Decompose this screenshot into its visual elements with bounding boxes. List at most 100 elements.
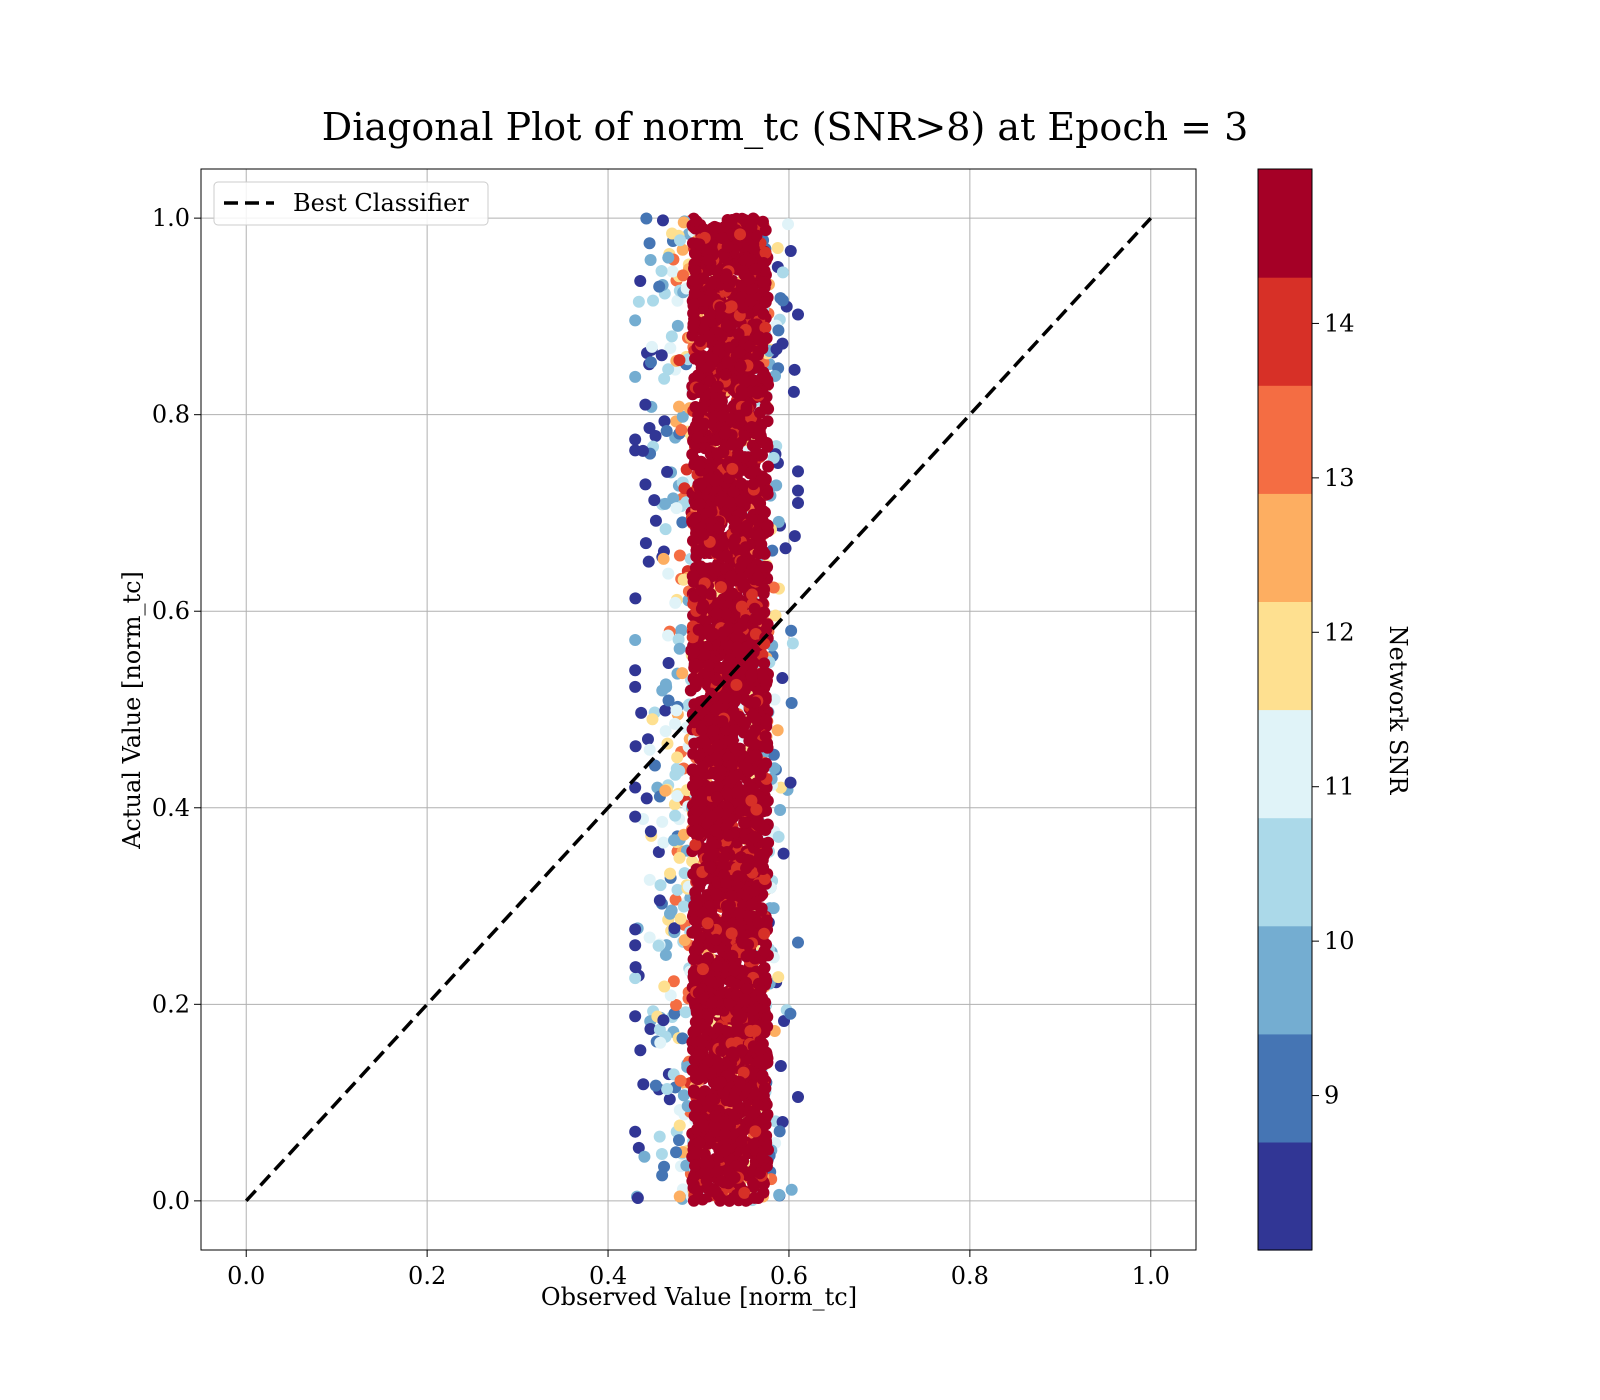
scatter-point <box>761 618 774 631</box>
scatter-point <box>662 251 675 264</box>
scatter-point <box>714 581 727 594</box>
scatter-point <box>721 356 734 369</box>
scatter-point <box>692 623 705 636</box>
scatter-point <box>695 584 708 597</box>
scatter-point <box>709 824 722 837</box>
scatter-point <box>787 385 800 398</box>
scatter-point <box>712 1022 725 1035</box>
scatter-point <box>757 366 770 379</box>
scatter-point <box>731 1020 744 1033</box>
scatter-point <box>696 963 709 976</box>
scatter-point <box>728 1093 741 1106</box>
scatter-point <box>647 294 660 307</box>
scatter-point <box>671 883 684 896</box>
scatter-point <box>676 1032 689 1045</box>
scatter-point <box>645 340 658 353</box>
scatter-point <box>643 421 656 434</box>
scatter-point <box>750 229 763 242</box>
scatter-point <box>745 421 758 434</box>
scatter-point <box>767 451 780 464</box>
scatter-point <box>705 278 718 291</box>
scatter-point <box>756 992 769 1005</box>
scatter-point <box>730 786 743 799</box>
scatter-point <box>669 596 682 609</box>
scatter-point <box>667 975 680 988</box>
scatter-point <box>722 829 735 842</box>
scatter-point <box>773 1188 786 1201</box>
scatter-point <box>759 296 772 309</box>
scatter-point <box>745 466 758 479</box>
scatter-point <box>669 893 682 906</box>
scatter-point <box>743 948 756 961</box>
colorbar-label: Network SNR <box>1384 626 1412 796</box>
scatter-point <box>751 495 764 508</box>
scatter-point <box>735 384 748 397</box>
scatter-point <box>727 705 740 718</box>
scatter-point <box>635 706 648 719</box>
scatter-point <box>634 275 647 288</box>
scatter-point <box>758 873 771 886</box>
scatter-point <box>695 723 708 736</box>
scatter-point <box>702 659 715 672</box>
scatter-point <box>721 240 734 253</box>
scatter-point <box>788 530 801 543</box>
scatter-point <box>714 301 727 314</box>
x-tick-label: 0.8 <box>951 1262 989 1290</box>
scatter-point <box>629 781 642 794</box>
scatter-point <box>710 933 723 946</box>
scatter-point <box>771 724 784 737</box>
scatter-point <box>675 624 688 637</box>
scatter-point <box>760 677 773 690</box>
scatter-point <box>659 497 672 510</box>
scatter-point <box>666 227 679 240</box>
scatter-point <box>640 212 653 225</box>
scatter-point <box>639 537 652 550</box>
best-classifier-line <box>244 216 1153 1203</box>
scatter-point <box>746 588 759 601</box>
scatter-point <box>727 1128 740 1141</box>
scatter-point <box>738 684 751 697</box>
scatter-point <box>674 234 687 247</box>
scatter-point <box>772 830 785 843</box>
scatter-point <box>737 1066 750 1079</box>
scatter-point <box>762 836 775 849</box>
scatter-point <box>746 282 759 295</box>
scatter-point <box>710 607 723 620</box>
scatter-point <box>769 609 782 622</box>
plot-area <box>200 168 1197 1251</box>
scatter-point <box>727 539 740 552</box>
scatter-point <box>747 1003 760 1016</box>
scatter-point <box>652 845 665 858</box>
scatter-point <box>697 272 710 285</box>
scatter-point <box>656 214 669 227</box>
scatter-point <box>773 1125 786 1138</box>
scatter-point <box>750 713 763 726</box>
scatter-point <box>746 728 759 741</box>
scatter-point <box>641 733 654 746</box>
scatter-point <box>725 734 738 747</box>
scatter-point <box>677 573 690 586</box>
scatter-point <box>722 1025 735 1038</box>
scatter-point <box>653 1023 666 1036</box>
scatter-point <box>709 475 722 488</box>
colorbar-tick-label: 12 <box>1324 618 1355 646</box>
scatter-point <box>703 360 716 373</box>
scatter-point <box>695 1036 708 1049</box>
scatter-point <box>720 549 733 562</box>
scatter-point <box>697 734 710 747</box>
scatter-point <box>774 804 787 817</box>
scatter-point <box>644 253 657 266</box>
x-tick-label: 0.0 <box>227 1262 265 1290</box>
scatter-point <box>749 696 762 709</box>
scatter-point <box>692 1049 705 1062</box>
scatter-point <box>698 294 711 307</box>
scatter-point <box>690 804 703 817</box>
scatter-point <box>693 498 706 511</box>
scatter-point <box>689 838 702 851</box>
scatter-point <box>659 523 672 536</box>
scatter-point <box>774 1059 787 1072</box>
scatter-point <box>648 494 661 507</box>
scatter-point <box>747 478 760 491</box>
scatter-point <box>662 363 675 376</box>
scatter-point <box>710 673 723 686</box>
